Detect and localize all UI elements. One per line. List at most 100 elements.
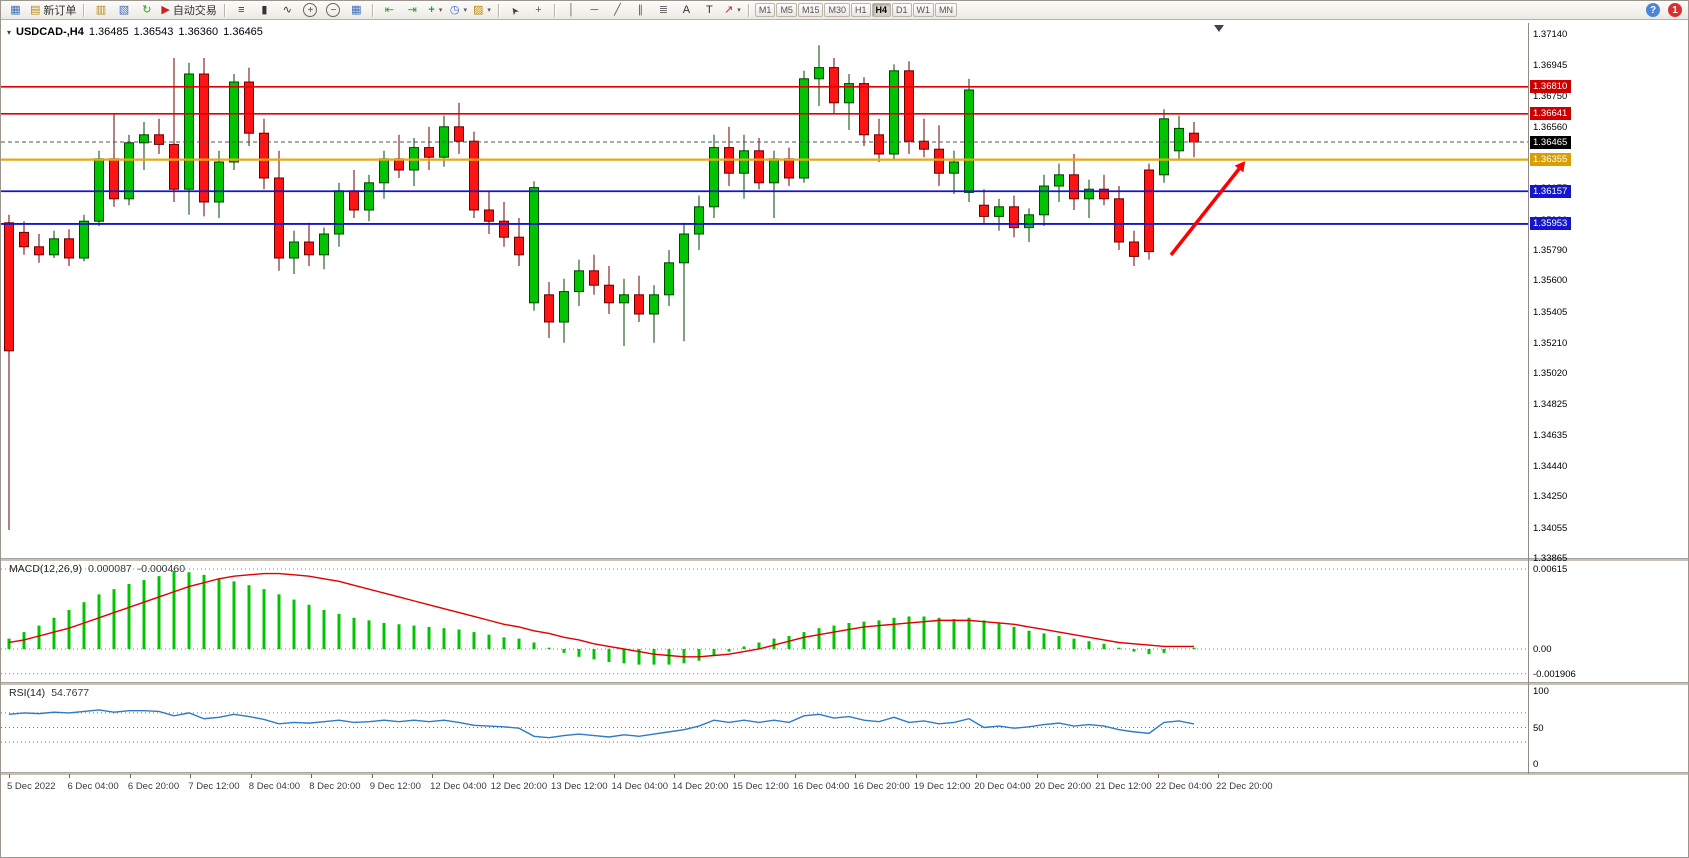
time-axis-label: 6 Dec 04:00 [67, 781, 119, 792]
oneclick-toggle-icon[interactable]: ▾ [7, 27, 12, 37]
candle-body [1174, 127, 1184, 152]
arrows-button[interactable]: ↗ ▾ [722, 2, 743, 18]
vertical-line-button[interactable]: │ [561, 2, 582, 18]
timeframe-m1-button[interactable]: M1 [754, 3, 776, 17]
new-order-button[interactable]: ▤ 新订单 [28, 2, 78, 18]
candle-body [559, 291, 569, 323]
open-value: 1.36485 [88, 26, 129, 38]
profiles-button[interactable]: ▧ [113, 2, 134, 18]
chart-shift-end-button[interactable]: ⇥ [402, 2, 423, 18]
dropdown-arrow-icon: ▾ [487, 7, 491, 14]
time-axis-tick [1036, 774, 1038, 778]
panel-separator[interactable] [1, 558, 1688, 561]
zoom-in-button[interactable]: + [300, 2, 321, 18]
price-axis[interactable]: 1.371401.369451.367501.365601.363651.361… [1530, 1, 1688, 857]
tile-windows-button[interactable]: ▦ [346, 2, 367, 18]
templates-button[interactable]: ▨ ▾ [471, 2, 493, 18]
timeframe-m5-button[interactable]: M5 [776, 3, 797, 17]
rsi-panel[interactable] [1, 684, 1528, 772]
help-button[interactable]: ? [1646, 3, 1660, 17]
app-icon-button[interactable]: ▦ [5, 2, 26, 18]
candle-body [424, 147, 434, 158]
candle-body [214, 161, 224, 203]
trendline-icon: ╱ [614, 3, 621, 16]
candle-body [1159, 118, 1169, 176]
refresh-button[interactable]: ↻ [136, 2, 157, 18]
candle-body [964, 89, 974, 193]
fibonacci-button[interactable]: ≣ [653, 2, 674, 18]
text-label-button[interactable]: T [699, 2, 720, 18]
time-axis-tick [190, 774, 192, 778]
rsi-axis-label: 50 [1533, 722, 1544, 734]
candle-body [709, 147, 719, 208]
cursor-button[interactable]: ➤ [505, 2, 526, 18]
toolbar-separator [83, 3, 86, 17]
tile-windows-icon: ▦ [351, 3, 362, 16]
price-axis-label: 1.34055 [1533, 522, 1568, 534]
charts-button[interactable]: ▥ [90, 2, 111, 18]
timeframe-d1-button[interactable]: D1 [892, 3, 912, 17]
fibonacci-icon: ≣ [658, 3, 669, 16]
toolbar-separator [371, 3, 374, 17]
shift-back-icon: ⇤ [384, 3, 394, 16]
text-button[interactable]: A [676, 2, 697, 18]
timeframe-m30-button[interactable]: M30 [824, 3, 850, 17]
chart-shift-back-button[interactable]: ⇤ [379, 2, 400, 18]
horizontal-line-button[interactable]: ─ [584, 2, 605, 18]
rsi-axis-label: 100 [1533, 686, 1549, 697]
dropdown-arrow-icon: ▾ [737, 7, 741, 14]
time-axis-tick [129, 774, 131, 778]
chart-shift-marker-icon[interactable] [1214, 25, 1224, 32]
timeframe-mn-button[interactable]: MN [935, 3, 958, 17]
periods-button[interactable]: ◷ ▾ [448, 2, 469, 18]
panel-separator[interactable] [1, 772, 1688, 775]
trend-arrow-line[interactable] [1169, 167, 1241, 257]
candle-body [364, 182, 374, 211]
price-chart[interactable] [1, 23, 1528, 558]
candle-body [1144, 169, 1154, 253]
time-axis-label: 16 Dec 04:00 [792, 781, 850, 792]
notification-badge[interactable]: 1 [1668, 3, 1682, 17]
channel-button[interactable]: ∥ [630, 2, 651, 18]
price-flag-1.36641: 1.36641 [1530, 107, 1572, 121]
time-axis-label: 9 Dec 12:00 [369, 781, 421, 792]
macd-signal-line [8, 572, 1194, 658]
line-chart-button[interactable]: ∿ [277, 2, 298, 18]
chart-background [1, 23, 1528, 558]
trend-arrow-head[interactable] [1234, 161, 1246, 173]
timeframe-w1-button[interactable]: W1 [912, 3, 935, 17]
candle-body [1084, 188, 1094, 200]
text-icon: A [682, 3, 691, 16]
timeframe-h4-button[interactable]: H4 [871, 3, 892, 17]
shift-end-icon: ⇥ [407, 3, 417, 16]
panel-separator[interactable] [1, 682, 1688, 685]
time-axis-tick [734, 774, 736, 778]
macd-main-value: 0.000087 [87, 563, 132, 575]
time-axis-tick [1218, 774, 1219, 778]
macd-panel[interactable] [1, 560, 1528, 682]
toolbar-separator [223, 3, 226, 17]
candle-body [1039, 185, 1049, 216]
candle-body [154, 134, 164, 145]
rsi-title: RSI(14) 54.7677 [9, 687, 89, 699]
time-axis-label: 22 Dec 04:00 [1155, 781, 1213, 792]
candlestick-chart-button[interactable]: ▮ [254, 2, 275, 18]
candlestick-chart-icon: ▮ [261, 3, 268, 16]
trendline-button[interactable]: ╱ [607, 2, 628, 18]
profiles-icon: ▧ [118, 3, 130, 16]
zoom-out-button[interactable]: − [323, 2, 344, 18]
indicators-button[interactable]: + ▾ [425, 2, 446, 18]
timeframe-m15-button[interactable]: M15 [797, 3, 824, 17]
time-axis[interactable]: 5 Dec 2022 6 Dec 04:00 6 Dec 20:00 7 Dec 12… [1, 774, 1528, 800]
bar-chart-button[interactable]: ≡ [231, 2, 252, 18]
time-axis-label: 8 Dec 20:00 [309, 781, 361, 792]
time-axis-tick [553, 774, 555, 778]
crosshair-button[interactable]: + [528, 2, 549, 18]
price-axis-label: 1.35405 [1533, 306, 1568, 318]
autotrading-button[interactable]: ▶ 自动交易 [159, 2, 218, 18]
candle-body [769, 158, 779, 184]
time-axis-tick [1157, 774, 1159, 778]
candle-body [574, 270, 584, 293]
candle-body [334, 190, 344, 235]
timeframe-h1-button[interactable]: H1 [850, 3, 871, 17]
